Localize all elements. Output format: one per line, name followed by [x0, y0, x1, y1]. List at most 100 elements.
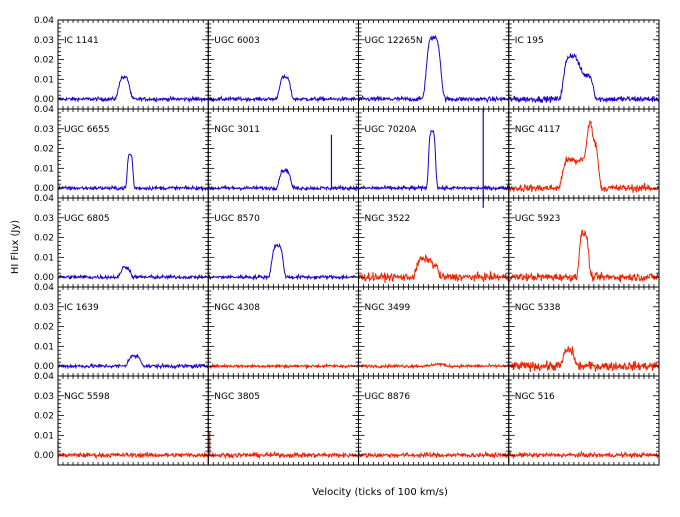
y-tick-label: 0.03: [34, 125, 54, 135]
y-tick-label: 0.01: [34, 164, 54, 174]
galaxy-label: UGC 6655: [64, 125, 110, 135]
y-tick-label: 0.04: [34, 372, 54, 382]
panel-frame: [207, 375, 359, 466]
galaxy-label: NGC 3499: [365, 303, 411, 313]
spectrum-line: [508, 119, 660, 194]
galaxy-label: IC 195: [515, 36, 544, 46]
spectrum-panel: NGC 3805: [207, 375, 359, 466]
y-tick-label: 0.01: [34, 253, 54, 263]
spectrum-line: [207, 242, 359, 281]
spectrum-line: [358, 254, 510, 284]
spectrum-line: [57, 265, 209, 281]
y-tick-label: 0.03: [34, 392, 54, 402]
spectrum-panel: UGC 6655: [57, 108, 209, 199]
panel-frame: [207, 286, 359, 377]
y-tick-label: 0.00: [34, 451, 54, 461]
y-tick-label: 0.03: [34, 36, 54, 46]
galaxy-label: IC 1141: [64, 36, 99, 46]
y-tick-label: 0.01: [34, 342, 54, 352]
galaxy-label: UGC 5923: [515, 214, 561, 224]
galaxy-label: NGC 4117: [515, 125, 561, 135]
y-tick-label: 0.02: [34, 145, 54, 155]
spectrum-line: [57, 153, 209, 192]
spectrum-line: [358, 450, 510, 460]
panel-frame: [508, 19, 660, 110]
spectrum-line: [508, 229, 660, 283]
y-tick-label: 0.02: [34, 323, 54, 333]
y-tick-label: 0.04: [34, 16, 54, 26]
y-tick-label: 0.01: [34, 75, 54, 85]
panel-frame: [207, 19, 359, 110]
galaxy-label: IC 1639: [64, 303, 99, 313]
panel-frame: [508, 375, 660, 466]
spectrum-line: [207, 362, 359, 370]
galaxy-label: NGC 3011: [214, 125, 260, 135]
spectrum-panel: IC 1141: [57, 19, 209, 110]
y-axis-title: HI Flux (Jy): [10, 220, 21, 274]
galaxy-label: NGC 516: [515, 392, 555, 402]
spectrum-line: [358, 34, 510, 104]
y-tick-label: 0.00: [34, 362, 54, 372]
spectrum-panel: NGC 3522: [358, 197, 510, 288]
spectrum-line: [57, 74, 209, 104]
y-tick-label: 0.03: [34, 303, 54, 313]
y-tick-label: 0.03: [34, 214, 54, 224]
y-tick-label: 0.00: [34, 273, 54, 283]
spectrum-line: [207, 450, 359, 460]
galaxy-label: NGC 3522: [365, 214, 411, 224]
spectrum-panel: UGC 6003: [207, 19, 359, 110]
spectrum-line: [57, 451, 209, 460]
spectrum-line: [207, 73, 359, 103]
x-axis-title: Velocity (ticks of 100 km/s): [312, 487, 448, 498]
galaxy-label: NGC 5338: [515, 303, 561, 313]
galaxy-label: UGC 6003: [214, 36, 260, 46]
galaxy-label: UGC 7020A: [365, 125, 418, 135]
spectrum-panel: UGC 8570: [207, 197, 359, 288]
galaxy-label: UGC 8876: [365, 392, 411, 402]
panel-grid: IC 1141 UGC 6003 UGC 12265N IC 195 UGC 6655 N…: [57, 19, 660, 466]
panel-frame: [358, 286, 510, 377]
spectrum-panel: UGC 5923: [508, 197, 660, 288]
panel-frame: [57, 375, 209, 466]
panel-frame: [358, 375, 510, 466]
panel-frame: [207, 197, 359, 288]
spectrum-panel: NGC 4308: [207, 286, 359, 377]
spectrum-panel: NGC 5338: [508, 286, 660, 377]
y-tick-label: 0.04: [34, 283, 54, 293]
y-tick-label: 0.00: [34, 184, 54, 194]
spectrum-line: [508, 346, 660, 373]
panel-frame: [57, 108, 209, 199]
y-tick-label: 0.02: [34, 412, 54, 422]
spectrum-panel: UGC 12265N: [358, 19, 510, 110]
galaxy-label: UGC 6805: [64, 214, 110, 224]
spectrum-line: [207, 168, 359, 192]
spectrum-panel: NGC 516: [508, 375, 660, 466]
panel-frame: [358, 108, 510, 199]
spectrum-line: [508, 450, 660, 460]
y-tick-label: 0.02: [34, 234, 54, 244]
spectrum-line: [508, 52, 660, 104]
y-tick-label: 0.04: [34, 105, 54, 115]
spectrum-panel: UGC 8876: [358, 375, 510, 466]
panel-frame: [207, 108, 359, 199]
spectrum-panel: NGC 5598: [57, 375, 209, 466]
galaxy-label: UGC 12265N: [365, 36, 423, 46]
y-tick-label: 0.02: [34, 56, 54, 66]
panel-frame: [57, 197, 209, 288]
galaxy-label: NGC 4308: [214, 303, 260, 313]
spectrum-panel: NGC 4117: [508, 108, 660, 199]
y-tick-label: 0.04: [34, 194, 54, 204]
galaxy-label: NGC 3805: [214, 392, 260, 402]
galaxy-label: UGC 8570: [214, 214, 260, 224]
spectrum-panel: UGC 6805: [57, 197, 209, 288]
spectrum-line: [57, 353, 209, 370]
panel-frame: [57, 19, 209, 110]
panel-frame: [358, 19, 510, 110]
galaxy-label: NGC 5598: [64, 392, 110, 402]
spectrum-panel: UGC 7020A: [358, 108, 510, 208]
spectrum-line: [358, 129, 509, 192]
spectrum-panel: IC 195: [508, 19, 660, 110]
panel-frame: [57, 286, 209, 377]
spectrum-line: [358, 362, 510, 370]
